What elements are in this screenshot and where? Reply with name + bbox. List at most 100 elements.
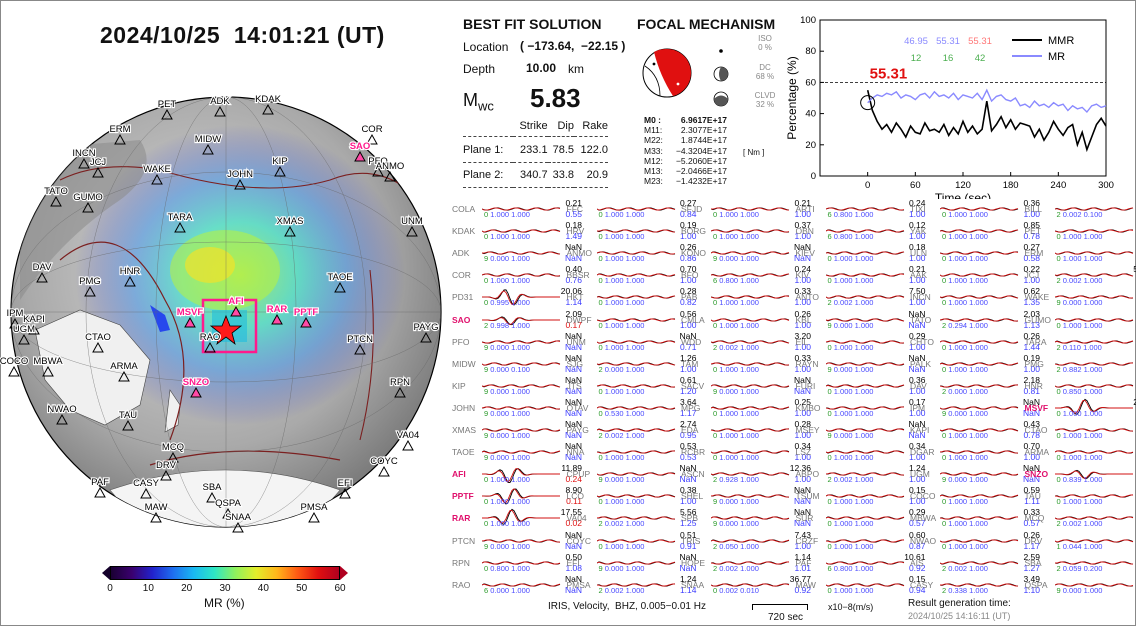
station-cell[interactable]: EDA 0.28 1.00 0 1.000 1.000: [679, 419, 813, 442]
station-cell[interactable]: BFO 0.24 1.00 6 0.800 1.000: [679, 264, 813, 287]
station-marker[interactable]: UGM: [12, 323, 36, 345]
station-marker[interactable]: PAF: [90, 476, 110, 498]
station-cell[interactable]: KIP NaN NaN 9 0.000 1.000: [450, 375, 584, 398]
station-cell[interactable]: SHEL NaN NaN 9 0.000 1.000: [679, 485, 813, 508]
station-cell[interactable]: IPM NaN NaN 9 0.000 1.000: [908, 397, 1042, 420]
station-marker[interactable]: COR: [360, 123, 384, 145]
station-marker[interactable]: ARMA: [109, 360, 139, 382]
station-marker[interactable]: PMSA: [299, 501, 329, 523]
station-cell[interactable]: NNA 0.53 0.53 0 1.000 1.000: [565, 441, 699, 464]
station-cell[interactable]: PD31 20.06 1.14 0 0.995 1.000: [450, 286, 584, 309]
station-cell[interactable]: JOHN NaN NaN 9 0.000 1.000: [450, 397, 584, 420]
station-marker[interactable]: MAW: [143, 501, 169, 523]
station-cell[interactable]: PTCN NaN NaN 9 0.000 1.000: [450, 530, 584, 553]
station-marker[interactable]: SAO: [349, 140, 371, 162]
station-marker[interactable]: MIDW: [194, 133, 222, 155]
station-cell[interactable]: BBSR 0.70 1.00 0 1.000 1.000: [565, 264, 699, 287]
station-marker[interactable]: KAPI: [22, 313, 46, 335]
station-marker[interactable]: COYC: [369, 455, 399, 477]
station-marker[interactable]: XMAS: [275, 215, 305, 237]
station-cell[interactable]: HKT 0.28 0.82 0 1.000 1.000: [565, 286, 699, 309]
station-marker[interactable]: ADK: [209, 95, 232, 117]
station-marker[interactable]: JCJ: [89, 156, 108, 178]
station-cell[interactable]: TARA5.801.462 0.110 1.000: [1023, 331, 1136, 354]
station-cell[interactable]: RAO NaN NaN 6 0.000 1.000: [450, 574, 584, 597]
station-marker[interactable]: IPM: [5, 307, 25, 329]
station-cell[interactable]: MSVF23.310.010 1.000 1.000: [1023, 397, 1136, 420]
station-marker[interactable]: DAV: [31, 261, 53, 283]
station-cell[interactable]: SJG 1.26 1.00 2 0.000 1.000: [565, 353, 699, 376]
station-marker[interactable]: PET: [157, 98, 178, 120]
station-marker[interactable]: SNZO: [182, 376, 210, 398]
station-cell[interactable]: CMLA 0.26 1.00 0 1.000 1.000: [679, 309, 813, 332]
station-cell[interactable]: BORG 0.37 1.00 0 1.000 1.000: [679, 220, 813, 243]
station-marker[interactable]: TAOE: [326, 271, 354, 293]
station-cell[interactable]: KIV 0.21 1.00 0 1.000 1.000: [794, 264, 928, 287]
station-cell[interactable]: EIL 0.29 1.00 0 1.000 1.000: [794, 331, 928, 354]
station-marker[interactable]: CTAO: [84, 331, 112, 353]
station-cell[interactable]: MSEY NaN NaN 9 0.000 1.000: [794, 419, 928, 442]
station-marker[interactable]: PPTF: [293, 306, 319, 328]
station-marker[interactable]: SBA: [201, 481, 223, 503]
station-cell[interactable]: UNM NaN 0.71 0 1.000 1.000: [565, 331, 699, 354]
station-cell[interactable]: MPG 0.25 1.00 0 1.000 1.000: [679, 397, 813, 420]
station-cell[interactable]: DWPF 0.56 1.00 0 1.000 1.000: [565, 309, 699, 332]
station-marker[interactable]: SNAA: [224, 511, 253, 533]
station-cell[interactable]: RPN 0.50 1.08 0 0.800 1.000: [450, 552, 584, 575]
station-cell[interactable]: HNR1.170.700 0.850 1.000: [1023, 375, 1136, 398]
station-cell[interactable]: COYC 0.51 0.91 0 1.000 1.000: [565, 530, 699, 553]
station-cell[interactable]: KDAK 0.18 1.49 0 1.000 1.000: [450, 220, 584, 243]
station-cell[interactable]: KMBO 0.17 1.00 0 1.000 1.000: [794, 397, 928, 420]
station-marker[interactable]: COCO: [0, 355, 29, 377]
station-marker[interactable]: KIP: [271, 155, 289, 177]
station-cell[interactable]: ADK NaN NaN 9 0.000 1.000: [450, 242, 584, 265]
station-marker[interactable]: DRV: [155, 459, 178, 481]
station-cell[interactable]: PAB 0.33 1.00 0 1.000 1.000: [679, 286, 813, 309]
station-marker[interactable]: WAKE: [142, 163, 172, 185]
station-marker[interactable]: PTCN: [346, 333, 374, 355]
station-cell[interactable]: TRIS 7.43 1.00 2 0.050 1.000: [679, 530, 813, 553]
station-marker[interactable]: VA04: [396, 429, 420, 451]
station-cell[interactable]: SUR 0.29 0.57 0 1.000 1.000: [794, 507, 928, 530]
station-marker[interactable]: TARA: [167, 211, 194, 233]
station-cell[interactable]: ANTO 7.50 1.00 2 0.002 1.000: [794, 286, 928, 309]
station-marker[interactable]: JOHN: [226, 168, 254, 190]
station-cell[interactable]: ANMO 0.26 0.86 0 1.000 1.000: [565, 242, 699, 265]
station-cell[interactable]: HOPE 1.14 1.01 2 0.002 1.000: [679, 552, 813, 575]
station-cell[interactable]: PFO NaN NaN 9 0.000 1.000: [450, 331, 584, 354]
station-cell[interactable]: KAPI 0.43 0.78 0 1.000 1.000: [908, 419, 1042, 442]
station-cell[interactable]: ABPO 1.24 1.00 2 0.002 1.000: [794, 463, 928, 486]
station-cell[interactable]: ARTI 0.24 1.00 6 0.800 1.000: [794, 198, 928, 221]
station-marker[interactable]: MCQ: [161, 441, 185, 463]
station-marker[interactable]: CASY: [132, 477, 161, 499]
station-cell[interactable]: TIXI 0.36 1.00 0 1.000 1.000: [908, 198, 1042, 221]
station-cell[interactable]: PAYG 2.74 0.95 2 0.002 1.000: [565, 419, 699, 442]
station-cell[interactable]: SAO 2.09 0.17 2 0.998 1.000: [450, 309, 584, 332]
station-marker[interactable]: MSVF: [176, 306, 204, 328]
station-cell[interactable]: EFI NaN NaN 9 0.000 1.000: [565, 552, 699, 575]
station-cell[interactable]: CHTO 0.26 1.44 0 1.000 1.000: [908, 331, 1042, 354]
station-cell[interactable]: PAF 10.61 0.92 6 0.800 1.000: [794, 552, 928, 575]
station-cell[interactable]: YAK 0.85 0.78 0 1.000 1.000: [908, 220, 1042, 243]
station-marker[interactable]: INCN: [71, 147, 97, 169]
station-cell[interactable]: KBL NaN NaN 9 0.000 1.000: [794, 309, 928, 332]
station-cell[interactable]: CRZF 0.60 0.87 0 1.000 1.000: [794, 530, 928, 553]
station-cell[interactable]: MBWA 0.33 0.57 0 1.000 1.000: [908, 507, 1042, 530]
station-marker[interactable]: TAU: [118, 409, 138, 431]
station-cell[interactable]: PPTF 8.90 0.11 0 1.000 1.000: [450, 485, 584, 508]
station-cell[interactable]: CPUP NaN NaN 9 0.000 1.000: [565, 463, 699, 486]
station-cell[interactable]: SNAA 36.77 0.92 0 0.002 0.010: [679, 574, 813, 597]
station-cell[interactable]: SACV NaN NaN 9 0.000 1.000: [679, 375, 813, 398]
station-marker[interactable]: HNR: [119, 265, 142, 287]
station-cell[interactable]: LCO 0.38 1.00 0 1.000 1.000: [565, 485, 699, 508]
station-cell[interactable]: TAM 0.33 1.00 0 1.000 1.000: [679, 353, 813, 376]
station-cell[interactable]: KONO NaN NaN 9 0.000 1.000: [679, 242, 813, 265]
station-marker[interactable]: RAR: [266, 303, 289, 325]
station-cell[interactable]: WDD 3.20 1.00 2 0.002 1.000: [679, 331, 813, 354]
mmr-time-chart[interactable]: 55.31 0 60 120 180 240 300 0 20 40 60 80 100 Time (se…: [784, 14, 1124, 199]
station-marker[interactable]: PFO: [367, 155, 389, 177]
station-cell[interactable]: WAKENaNNaN9 0.000 1.000: [1023, 286, 1136, 309]
